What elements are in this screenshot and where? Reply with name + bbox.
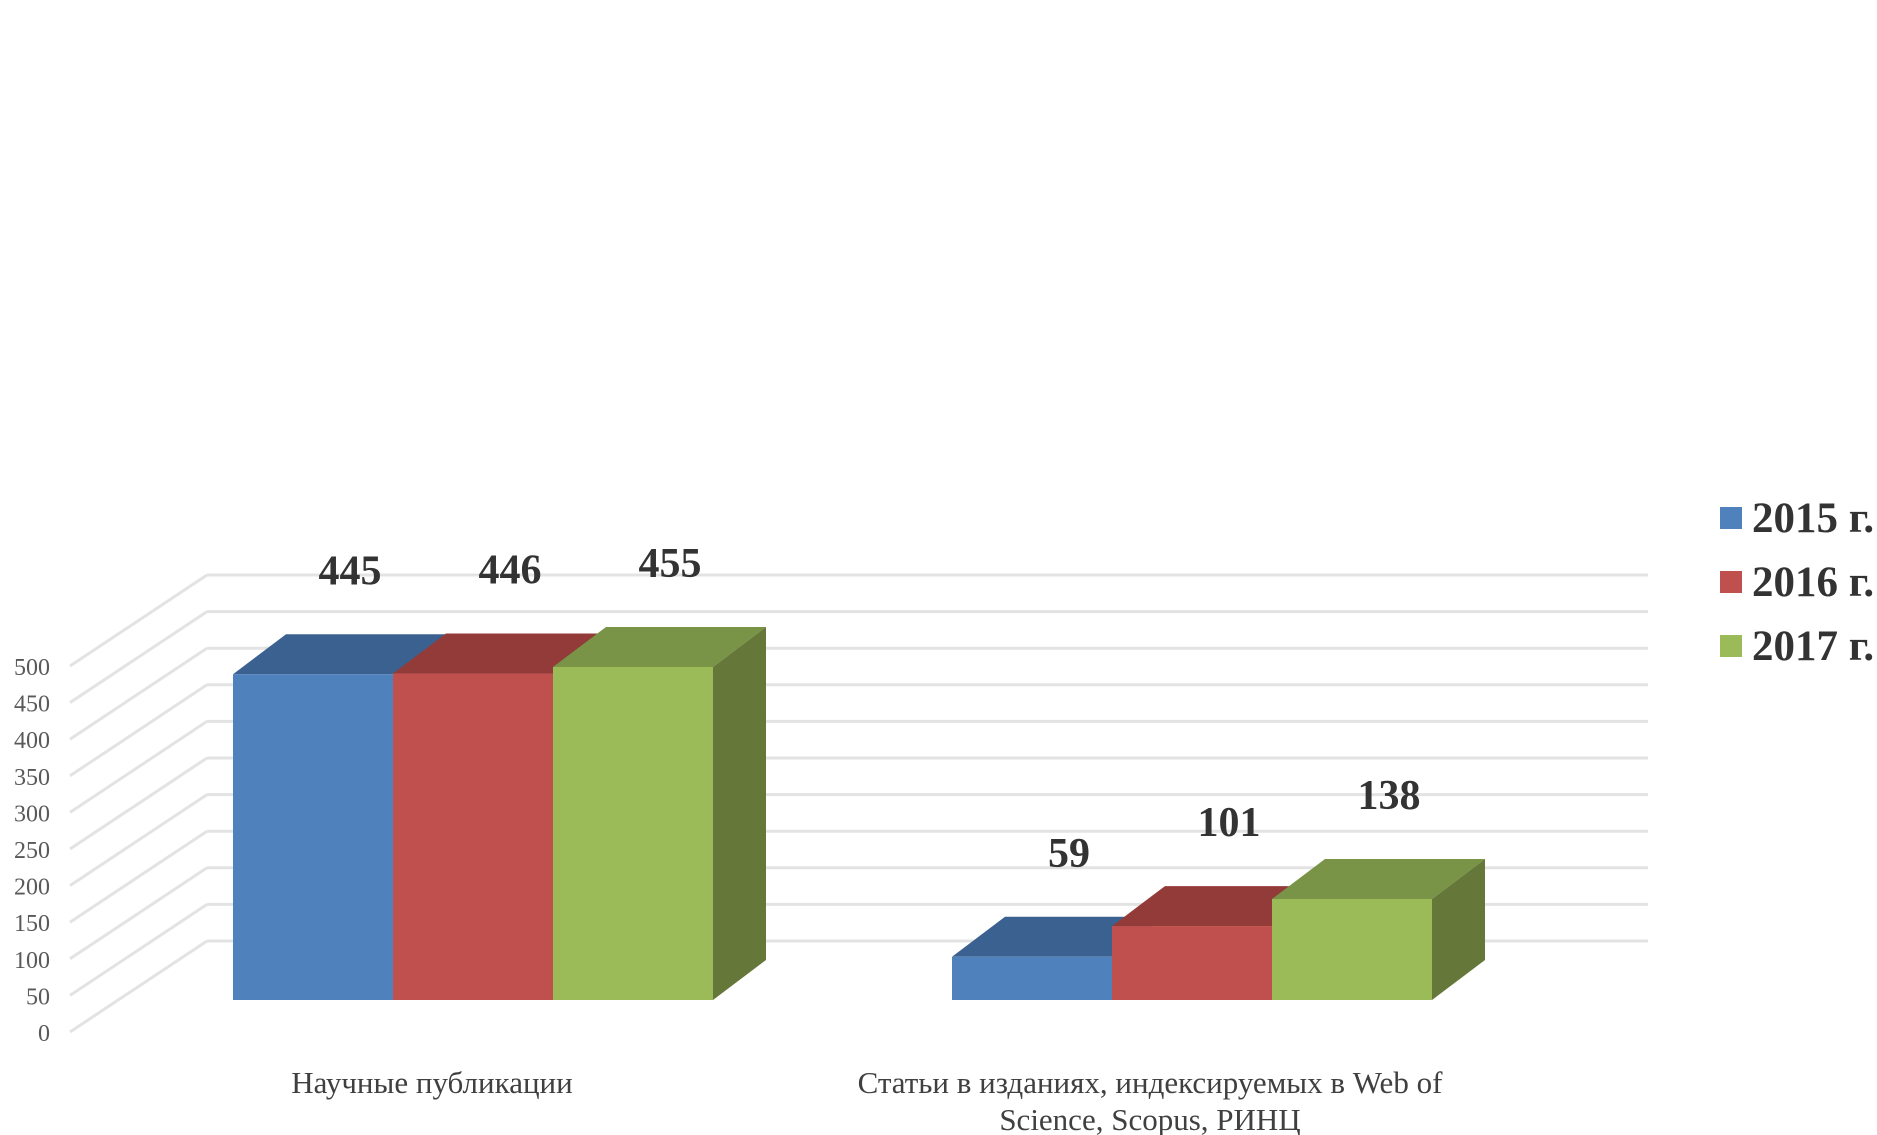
category-label: Science, Scopus, РИНЦ xyxy=(999,1102,1300,1135)
data-labels: 445 446 455 59 101 138 xyxy=(319,541,1421,877)
bar-top-face xyxy=(233,634,446,675)
bar-front-face xyxy=(553,666,713,1000)
legend-swatch xyxy=(1720,507,1742,529)
data-label: 455 xyxy=(639,541,702,587)
gridline-diagonal xyxy=(69,866,208,961)
bar-top-face xyxy=(1272,858,1485,899)
gridline-diagonal xyxy=(69,829,208,924)
legend-item: 2016 г. xyxy=(1720,550,1874,614)
y-tick-label: 250 xyxy=(14,838,50,864)
legend-item: 2017 г. xyxy=(1720,614,1874,678)
data-label: 101 xyxy=(1198,800,1261,846)
y-tick-label: 500 xyxy=(14,655,50,681)
category-labels: Научные публикации Статьи в изданиях, инд… xyxy=(291,1065,1443,1135)
gridline-diagonal xyxy=(69,720,208,814)
gridline-diagonal xyxy=(69,939,208,1034)
bar-top-face xyxy=(952,916,1165,957)
data-label: 138 xyxy=(1358,773,1421,819)
bar-side-face xyxy=(713,626,766,1000)
data-label: 446 xyxy=(479,548,542,594)
gridline-diagonal xyxy=(69,610,208,704)
bar xyxy=(553,626,766,1000)
bar-front-face xyxy=(233,674,393,1000)
legend-swatch xyxy=(1720,571,1742,593)
y-tick-label: 50 xyxy=(26,984,50,1010)
bar-front-face xyxy=(1112,926,1272,1000)
legend-label: 2017 г. xyxy=(1752,622,1875,670)
y-tick-label: 450 xyxy=(14,692,50,718)
bars xyxy=(233,626,1485,1000)
y-tick-label: 300 xyxy=(14,801,50,827)
legend-item: 2015 г. xyxy=(1720,486,1874,550)
legend-label: 2015 г. xyxy=(1752,494,1875,542)
y-tick-label: 0 xyxy=(38,1021,50,1047)
bar xyxy=(952,916,1165,1000)
y-tick-label: 200 xyxy=(14,875,50,901)
data-label: 445 xyxy=(319,548,382,594)
y-tick-label: 350 xyxy=(14,765,50,791)
bar-top-face xyxy=(553,626,766,667)
bar xyxy=(1112,886,1325,1000)
bar-side-face xyxy=(1432,858,1485,1000)
category-label: Научные публикации xyxy=(291,1065,572,1100)
y-tick-label: 150 xyxy=(14,911,50,937)
y-axis-ticks: 0 50 100 150 200 250 300 350 400 450 500 xyxy=(14,655,50,1047)
gridline-diagonal xyxy=(69,683,208,778)
bar-front-face xyxy=(393,673,553,1000)
gridline-diagonal xyxy=(69,573,208,668)
bar xyxy=(233,634,446,1000)
gridline-diagonal xyxy=(69,903,208,997)
legend: 2015 г. 2016 г. 2017 г. xyxy=(1720,486,1874,678)
y-tick-label: 100 xyxy=(14,948,50,974)
data-label: 59 xyxy=(1048,831,1090,877)
bar xyxy=(1272,858,1485,1000)
bar-front-face xyxy=(952,956,1112,1000)
y-tick-label: 400 xyxy=(14,728,50,754)
legend-swatch xyxy=(1720,635,1742,657)
gridline-diagonal xyxy=(69,793,208,887)
bar-top-face xyxy=(1112,886,1325,927)
category-label: Статьи в изданиях, индексируемых в Web o… xyxy=(858,1065,1443,1100)
bar-front-face xyxy=(1272,898,1432,1000)
legend-label: 2016 г. xyxy=(1752,558,1875,606)
gridline-diagonal xyxy=(69,756,208,851)
bar-top-face xyxy=(393,633,606,674)
gridline-diagonal xyxy=(69,646,208,741)
bar xyxy=(393,633,606,1000)
